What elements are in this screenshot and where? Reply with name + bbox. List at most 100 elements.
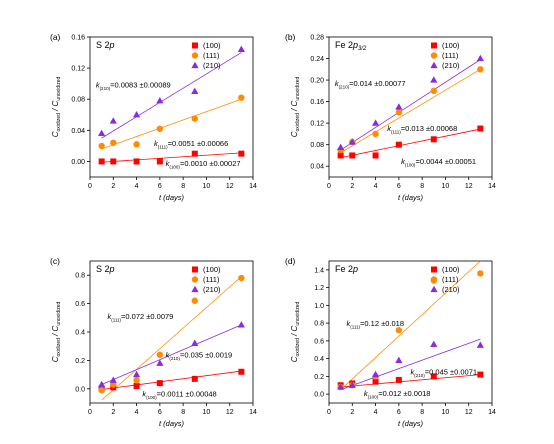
y-label-c1: C <box>51 131 60 137</box>
y-tick-label: 0.6 <box>314 338 324 345</box>
y-tick-label: 0.08 <box>310 142 324 149</box>
data-point <box>133 382 140 389</box>
x-tick-label: 4 <box>135 409 139 416</box>
data-point <box>371 370 380 378</box>
x-tick-label: 14 <box>488 183 496 190</box>
x-tick-label: 6 <box>397 409 401 416</box>
fit-line <box>101 98 242 150</box>
fit-line <box>340 68 481 154</box>
data-point <box>395 109 403 116</box>
annotation-k: k <box>166 159 171 168</box>
y-label-sub1: oxidized <box>295 338 301 357</box>
y-tick-label: 0.0 <box>314 392 324 399</box>
data-point <box>191 87 199 95</box>
title-text: S 2 <box>96 264 110 274</box>
title-orbital: p <box>109 40 115 50</box>
title-text: Fe 2 <box>335 40 353 50</box>
data-point <box>191 150 198 157</box>
x-tick-label: 10 <box>442 409 450 416</box>
x-tick-label: 14 <box>249 409 257 416</box>
x-tick-label: 10 <box>203 183 211 190</box>
y-label-sub2: unoxidized <box>56 302 62 326</box>
x-tick-label: 2 <box>350 183 354 190</box>
y-tick-label: 0.2 <box>75 358 85 365</box>
data-point <box>395 103 403 110</box>
y-tick-label: 1.0 <box>314 303 324 310</box>
x-tick-label: 4 <box>374 409 378 416</box>
data-point <box>430 76 438 83</box>
legend-marker <box>191 52 199 59</box>
panel-c: 0 2 4 6 8 10 12 14 0.0 0.2 0.4 0.6 0.8 t (days) Coxidi… <box>50 256 257 428</box>
panel-b: 0 2 4 6 8 10 12 14 0.04 0.08 0.12 0.16 0.20 0.24 0.28 t… <box>285 32 496 202</box>
fit-line <box>340 338 481 391</box>
data-point <box>371 119 380 126</box>
x-tick-label: 0 <box>88 409 92 416</box>
annotation-sub: (100) <box>169 165 180 170</box>
data-point <box>191 297 198 304</box>
data-point <box>349 152 356 159</box>
fit-line <box>101 370 242 390</box>
data-point <box>372 152 379 159</box>
data-point <box>98 387 105 394</box>
fit-line <box>101 152 242 163</box>
legend-marker <box>431 42 437 49</box>
x-axis-label: t (days) <box>159 419 185 428</box>
legend-marker <box>191 285 199 293</box>
y-tick-label: 0.24 <box>310 56 324 63</box>
legend-marker <box>430 276 438 283</box>
annotation-k: k <box>166 351 171 360</box>
annotation-value: =0.0011 ±0.00048 <box>157 390 217 399</box>
data-point <box>372 378 379 385</box>
data-point <box>395 356 403 363</box>
data-point <box>98 142 105 150</box>
annotation-sub: (210) <box>100 86 111 91</box>
y-label-sub2: unoxidized <box>295 77 301 101</box>
y-axis-label: Coxidized / Cunoxidized <box>51 302 62 363</box>
plot-frame <box>328 260 493 404</box>
annotation-k: k <box>142 390 147 399</box>
y-tick-label: 0.04 <box>71 128 85 135</box>
x-tick-label: 8 <box>181 183 185 190</box>
data-point <box>477 125 484 132</box>
y-label-c2: / C <box>290 325 299 338</box>
x-tick-label: 2 <box>350 409 354 416</box>
panel-label: (c) <box>50 256 60 266</box>
fit-line <box>340 59 481 151</box>
y-tick-label: 1.4 <box>314 267 324 274</box>
slope-annotation: k(111)=0.12 ±0.018 <box>346 319 404 330</box>
data-point <box>238 150 245 157</box>
annotation-sub: (100) <box>368 394 379 399</box>
data-point <box>156 380 163 387</box>
legend-label: (100) <box>203 265 221 274</box>
annotation-k: k <box>401 157 406 166</box>
legend-label: (210) <box>203 61 221 70</box>
annotation-sub: (111) <box>391 130 401 135</box>
data-point <box>109 376 117 383</box>
y-tick-label: 0.08 <box>71 97 85 104</box>
annotation-value: =0.0010 ±0.00027 <box>180 159 241 168</box>
slope-annotation: k(100)=0.012 ±0.0018 <box>364 389 431 400</box>
legend-label: (111) <box>442 51 459 60</box>
data-point <box>156 96 164 104</box>
panel-a: 0 2 4 6 8 10 12 14 0.00 0.04 0.08 0.12 0.16 t (days) C… <box>50 32 257 202</box>
legend-marker <box>192 42 198 49</box>
data-point <box>337 143 345 150</box>
x-tick-label: 2 <box>111 409 115 416</box>
data-point <box>238 274 245 282</box>
y-tick-label: 0.2 <box>314 374 324 381</box>
y-tick-label: 0.6 <box>75 301 85 308</box>
annotation-sub: (100) <box>146 395 157 400</box>
legend-label: (100) <box>442 265 460 274</box>
data-point <box>133 377 140 384</box>
x-tick-label: 14 <box>249 183 257 190</box>
slope-annotation: k(210)=0.045 ±0.0071 <box>411 368 478 379</box>
title-text: Fe 2 <box>335 264 353 274</box>
data-point <box>191 339 199 346</box>
title-text: S 2 <box>96 40 110 50</box>
y-label-sub1: oxidized <box>56 338 62 357</box>
slope-annotation: k(100)=0.0010 ±0.00027 <box>166 159 241 170</box>
y-tick-label: 0.12 <box>310 121 324 128</box>
y-label-c2: / C <box>51 325 60 338</box>
annotation-value: =0.035 ±0.0019 <box>180 351 232 360</box>
data-point <box>237 45 245 53</box>
